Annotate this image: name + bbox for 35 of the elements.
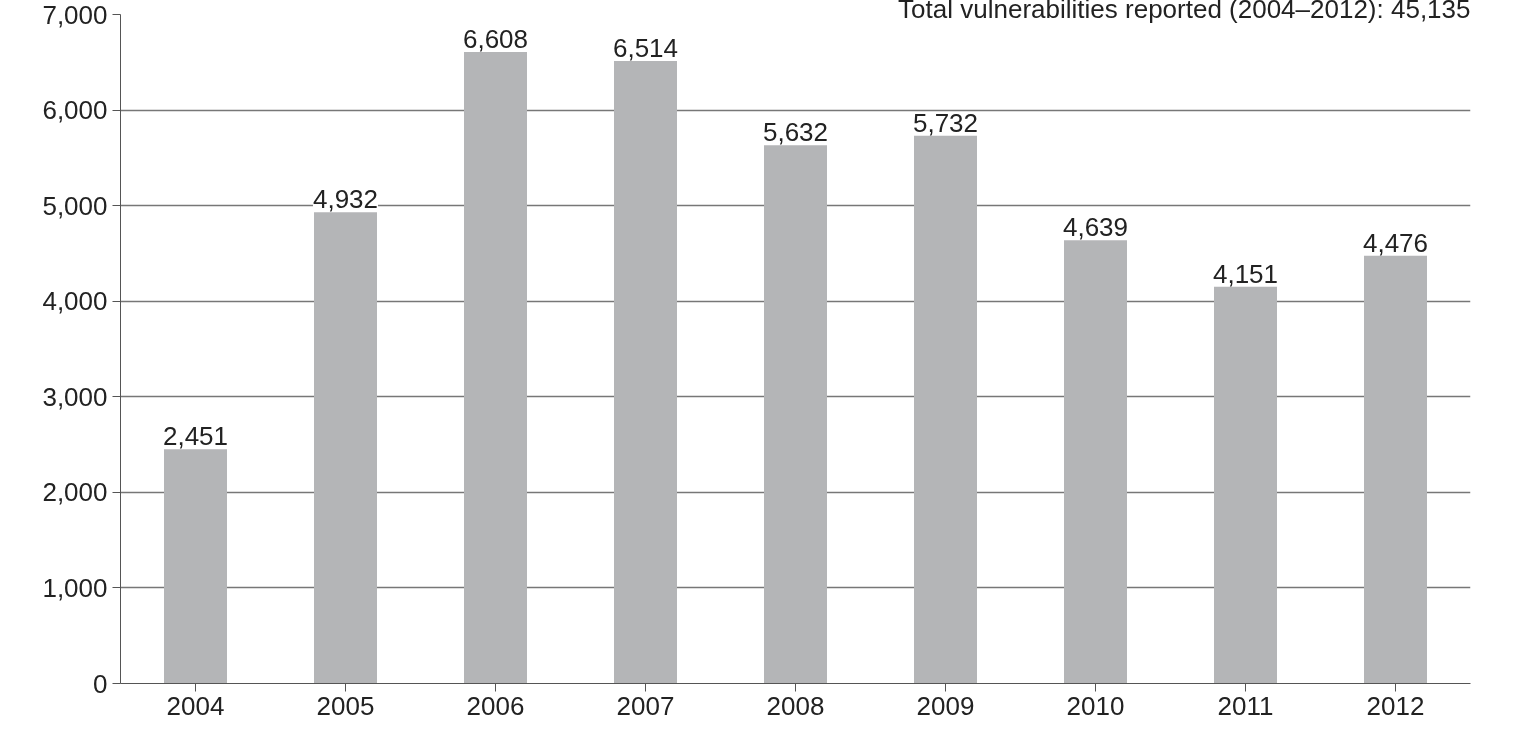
data-label: 4,932	[312, 184, 379, 215]
data-label: 4,476	[1362, 227, 1429, 258]
y-tick-label: 5,000	[42, 190, 108, 221]
data-label: 5,632	[762, 117, 829, 148]
x-tick-label: 2008	[766, 690, 825, 721]
x-tick-label: 2007	[616, 690, 675, 721]
y-tick-label: 4,000	[42, 286, 108, 317]
bar	[1214, 286, 1277, 684]
bar	[1064, 240, 1127, 684]
bar	[164, 449, 227, 684]
bar	[464, 51, 527, 684]
x-tick-label: 2005	[316, 690, 375, 721]
x-tick-label: 2011	[1217, 690, 1274, 721]
x-tick-label: 2012	[1366, 690, 1425, 721]
y-tick-label: 6,000	[42, 95, 108, 126]
bar	[314, 212, 377, 684]
y-tick-label: 2,000	[42, 477, 108, 508]
data-label: 4,639	[1062, 212, 1129, 243]
data-label: 4,151	[1212, 258, 1279, 289]
x-tick-label: 2009	[916, 690, 975, 721]
data-label: 5,732	[912, 107, 979, 138]
bar	[914, 135, 977, 684]
bar	[614, 60, 677, 684]
bar	[1364, 255, 1427, 684]
y-tick-label: 3,000	[42, 381, 108, 412]
y-tick-label: 1,000	[42, 572, 108, 603]
data-label: 2,451	[162, 421, 229, 452]
y-tick-label: 7,000	[42, 0, 108, 30]
x-tick-label: 2004	[166, 690, 225, 721]
y-tick-label: 0	[93, 668, 108, 699]
bar	[764, 145, 827, 684]
data-label: 6,514	[612, 32, 679, 63]
data-label: 6,608	[462, 23, 529, 54]
x-tick-label: 2010	[1066, 690, 1125, 721]
x-tick-label: 2006	[466, 690, 525, 721]
